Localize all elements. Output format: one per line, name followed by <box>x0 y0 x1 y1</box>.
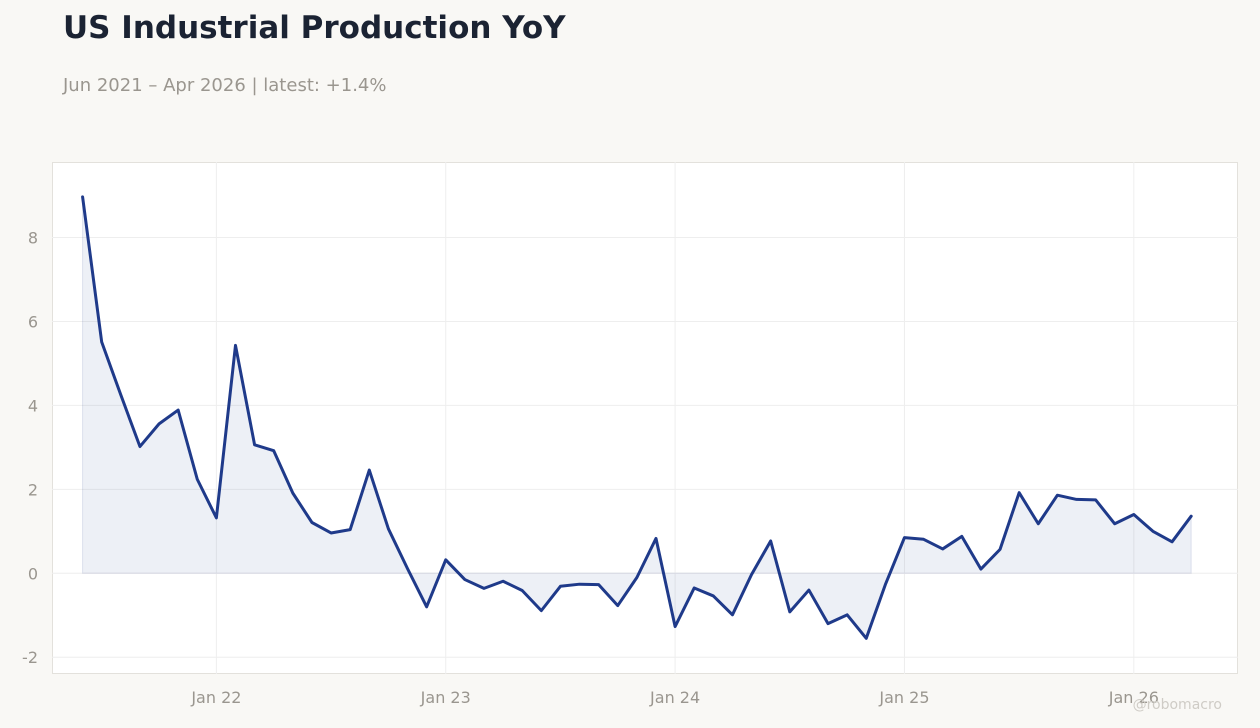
x-tick-label: Jan 26 <box>1108 688 1159 707</box>
data-point <box>444 558 448 562</box>
data-point <box>807 588 811 592</box>
data-point <box>845 613 849 617</box>
data-point <box>578 582 582 586</box>
data-point <box>291 491 295 495</box>
data-point <box>539 609 543 613</box>
data-point <box>214 516 218 520</box>
data-point <box>979 567 983 571</box>
data-point <box>654 536 658 540</box>
data-point <box>673 625 677 629</box>
data-point <box>520 588 524 592</box>
data-point <box>233 343 237 347</box>
data-point <box>826 622 830 626</box>
data-point <box>310 521 314 525</box>
data-point <box>138 445 142 449</box>
data-point <box>711 594 715 598</box>
data-point <box>883 583 887 587</box>
x-tick-label: Jan 22 <box>190 688 241 707</box>
data-point <box>1189 514 1193 518</box>
data-point <box>1132 513 1136 517</box>
data-point <box>1113 522 1117 526</box>
data-point <box>1094 498 1098 502</box>
data-point <box>635 575 639 579</box>
data-point <box>616 604 620 608</box>
series-line <box>81 195 1193 640</box>
data-point <box>81 195 85 199</box>
data-point <box>176 408 180 412</box>
data-point <box>1017 491 1021 495</box>
data-point <box>1151 529 1155 533</box>
data-point <box>998 547 1002 551</box>
chart-title: US Industrial Production YoY <box>63 10 566 46</box>
data-point <box>406 567 410 571</box>
data-point <box>386 527 390 531</box>
data-point <box>864 636 868 640</box>
data-point <box>902 536 906 540</box>
data-point <box>1036 522 1040 526</box>
y-tick-label: 8 <box>28 229 38 248</box>
data-point <box>367 468 371 472</box>
y-tick-label: 0 <box>28 564 38 583</box>
data-point <box>100 340 104 344</box>
y-tick-label: -2 <box>22 648 38 667</box>
data-point <box>730 613 734 617</box>
watermark: @robomacro <box>1132 697 1222 713</box>
data-point <box>272 449 276 453</box>
data-point <box>1170 540 1174 544</box>
y-tick-label: 2 <box>28 480 38 499</box>
y-tick-label: 6 <box>28 312 38 331</box>
data-point <box>788 610 792 614</box>
data-point <box>558 584 562 588</box>
data-point <box>157 422 161 426</box>
data-point <box>329 531 333 535</box>
data-point <box>960 534 964 538</box>
data-point <box>119 393 123 397</box>
x-tick-label: Jan 23 <box>420 688 471 707</box>
data-point <box>1074 497 1078 501</box>
data-point <box>597 583 601 587</box>
data-point <box>463 578 467 582</box>
data-point <box>1055 493 1059 497</box>
data-point <box>922 537 926 541</box>
data-point <box>195 477 199 481</box>
x-tick-label: Jan 24 <box>649 688 700 707</box>
y-tick-label: 4 <box>28 396 38 415</box>
data-point <box>692 586 696 590</box>
data-point <box>425 605 429 609</box>
data-point <box>253 443 257 447</box>
data-point <box>482 586 486 590</box>
data-point <box>501 579 505 583</box>
x-tick-label: Jan 25 <box>878 688 929 707</box>
data-point <box>941 547 945 551</box>
data-point <box>769 539 773 543</box>
data-point <box>750 573 754 577</box>
data-point <box>348 528 352 532</box>
chart-subtitle: Jun 2021 – Apr 2026 | latest: +1.4% <box>63 75 387 96</box>
